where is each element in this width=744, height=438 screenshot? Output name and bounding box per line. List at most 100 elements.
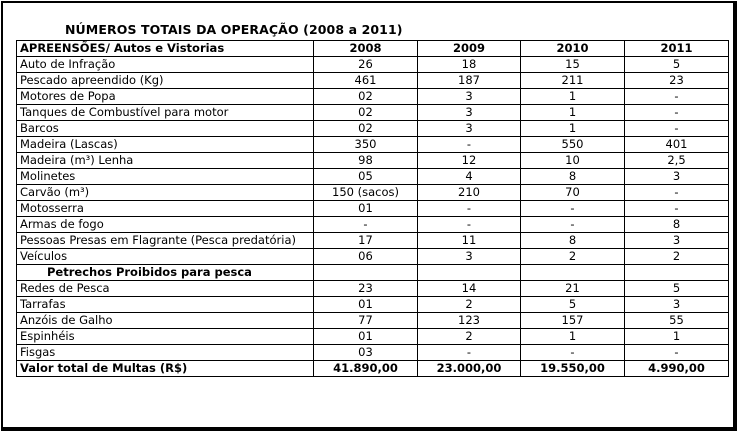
row-value: 05 xyxy=(313,168,418,185)
row-value: 350 xyxy=(313,136,418,153)
row-value: 03 xyxy=(313,344,418,361)
row-label: Tarrafas xyxy=(16,296,314,313)
row-value: - xyxy=(417,344,521,361)
row-value: - xyxy=(624,184,729,201)
row-value: 11 xyxy=(417,232,521,249)
table-row: Anzóis de Galho 77 123 157 55 xyxy=(16,312,729,329)
total-row: Valor total de Multas (R$) 41.890,00 23.… xyxy=(16,360,729,377)
table-header-row: APREENSÕES/ Autos e Vistorias 2008 2009 … xyxy=(16,40,729,57)
row-value: 02 xyxy=(313,120,418,137)
row-value: 01 xyxy=(313,296,418,313)
row-value: 550 xyxy=(520,136,625,153)
table-cell xyxy=(520,264,625,281)
row-label: Pescado apreendido (Kg) xyxy=(16,72,314,89)
table-row: Carvão (m³) 150 (sacos) 210 70- xyxy=(16,184,729,201)
total-label: Valor total de Multas (R$) xyxy=(16,360,314,377)
total-value: 23.000,00 xyxy=(417,360,521,377)
row-value: 1 xyxy=(624,328,729,345)
row-value: - xyxy=(313,216,418,233)
row-value: 10 xyxy=(520,152,625,169)
total-value: 41.890,00 xyxy=(313,360,418,377)
row-value: 1 xyxy=(520,120,625,137)
row-value: 02 xyxy=(313,104,418,121)
table-row: Veículos 06 3 2 2 xyxy=(16,248,729,265)
row-value: 98 xyxy=(313,152,418,169)
row-value: 70 xyxy=(520,184,625,201)
row-value: 123 xyxy=(417,312,521,329)
row-value: 150 (sacos) xyxy=(313,184,418,201)
row-value: 17 xyxy=(313,232,418,249)
row-value: 23 xyxy=(624,72,729,89)
row-label: Fisgas xyxy=(16,344,314,361)
row-value: 02 xyxy=(313,88,418,105)
row-value: 8 xyxy=(520,232,625,249)
row-value: 1 xyxy=(520,104,625,121)
row-label: Armas de fogo xyxy=(16,216,314,233)
row-value: 01 xyxy=(313,200,418,217)
total-block: Valor total de Multas (R$) 41.890,00 23.… xyxy=(16,360,729,377)
row-value: 2 xyxy=(417,296,521,313)
row-label: Espinhéis xyxy=(16,328,314,345)
section-row: Petrechos Proibidos para pesca xyxy=(16,264,729,281)
row-value: 01 xyxy=(313,328,418,345)
table-row: Madeira (Lascas) 350-550 401 xyxy=(16,136,729,153)
table-row: Pessoas Presas em Flagrante (Pesca preda… xyxy=(16,232,729,249)
row-value: - xyxy=(520,200,625,217)
row-label: Carvão (m³) xyxy=(16,184,314,201)
table-row: Tarrafas 01 2 5 3 xyxy=(16,296,729,313)
table-title: NÚMEROS TOTAIS DA OPERAÇÃO (2008 a 2011) xyxy=(65,22,403,37)
row-value: 21 xyxy=(520,280,625,297)
row-value: 3 xyxy=(417,88,521,105)
row-value: 3 xyxy=(624,232,729,249)
header-year: 2009 xyxy=(417,40,521,57)
section-label: Petrechos Proibidos para pesca xyxy=(16,264,314,281)
table-row: Redes de Pesca 23 14 21 5 xyxy=(16,280,729,297)
row-value: 77 xyxy=(313,312,418,329)
row-value: 187 xyxy=(417,72,521,89)
section-block: Petrechos Proibidos para pesca xyxy=(16,264,729,281)
row-label: Motosserra xyxy=(16,200,314,217)
row-value: 1 xyxy=(520,88,625,105)
row-value: 12 xyxy=(417,152,521,169)
row-value: - xyxy=(417,200,521,217)
row-value: 55 xyxy=(624,312,729,329)
row-value: - xyxy=(520,344,625,361)
row-value: 14 xyxy=(417,280,521,297)
row-value: - xyxy=(624,88,729,105)
row-value: 15 xyxy=(520,56,625,73)
table-cell xyxy=(313,264,418,281)
row-label: Anzóis de Galho xyxy=(16,312,314,329)
header-year: 2008 xyxy=(313,40,418,57)
table-row: Espinhéis 01 2 1 1 xyxy=(16,328,729,345)
row-label: Madeira (m³) Lenha xyxy=(16,152,314,169)
row-value: 157 xyxy=(520,312,625,329)
row-label: Barcos xyxy=(16,120,314,137)
row-value: 210 xyxy=(417,184,521,201)
row-label: Motores de Popa xyxy=(16,88,314,105)
row-value: 3 xyxy=(624,296,729,313)
total-value: 4.990,00 xyxy=(624,360,729,377)
row-label: Pessoas Presas em Flagrante (Pesca preda… xyxy=(16,232,314,249)
row-value: 3 xyxy=(417,248,521,265)
row-value: 3 xyxy=(417,104,521,121)
row-value: 2,5 xyxy=(624,152,729,169)
table-row: Molinetes 05 4 8 3 xyxy=(16,168,729,185)
prohibited-gear-rows: Redes de Pesca 23 14 21 5 Tarrafas 01 2 5 3 Anzóis… xyxy=(16,280,729,361)
table-row: Auto de Infração 26 18 15 5 xyxy=(16,56,729,73)
row-value: 5 xyxy=(624,280,729,297)
row-value: 1 xyxy=(520,328,625,345)
row-value: 211 xyxy=(520,72,625,89)
row-label: Auto de Infração xyxy=(16,56,314,73)
row-label: Redes de Pesca xyxy=(16,280,314,297)
row-label: Veículos xyxy=(16,248,314,265)
row-value: - xyxy=(417,136,521,153)
row-value: - xyxy=(624,104,729,121)
row-value: 4 xyxy=(417,168,521,185)
row-value: 2 xyxy=(417,328,521,345)
row-value: 461 xyxy=(313,72,418,89)
row-value: 401 xyxy=(624,136,729,153)
row-value: - xyxy=(624,120,729,137)
row-value: 3 xyxy=(417,120,521,137)
row-value: 8 xyxy=(520,168,625,185)
row-value: 18 xyxy=(417,56,521,73)
